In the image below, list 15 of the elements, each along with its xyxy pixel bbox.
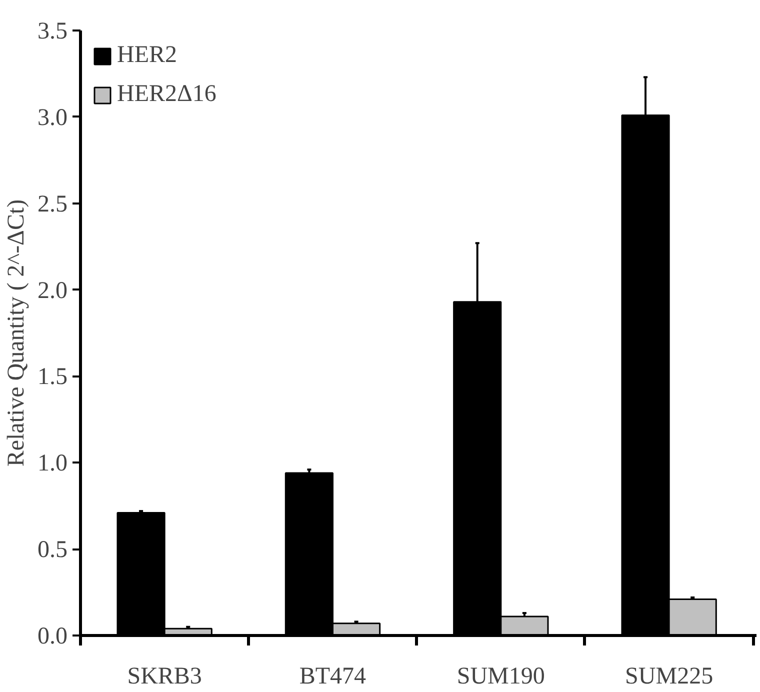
x-tick-label: SKRB3 <box>127 664 202 690</box>
y-tick-label: 3.5 <box>38 18 68 44</box>
y-tick-label: 0.5 <box>38 537 68 564</box>
legend-label: HER2Δ16 <box>117 81 216 108</box>
x-tick-label: SUM225 <box>625 664 714 690</box>
y-tick-label: 1.5 <box>38 364 68 390</box>
y-tick-label: 2.5 <box>38 191 68 218</box>
y-axis-title: Relative Quantity ( 2^-ΔCt) <box>4 199 30 467</box>
text: 1.0 <box>38 450 68 477</box>
x-tick-label: SUM190 <box>456 664 545 690</box>
legend-label: HER2 <box>117 42 177 69</box>
text: 2.0 <box>38 278 68 304</box>
text: 3.0 <box>38 104 68 131</box>
x-tick-label: BT474 <box>299 664 366 690</box>
text: 0.0 <box>38 624 68 650</box>
